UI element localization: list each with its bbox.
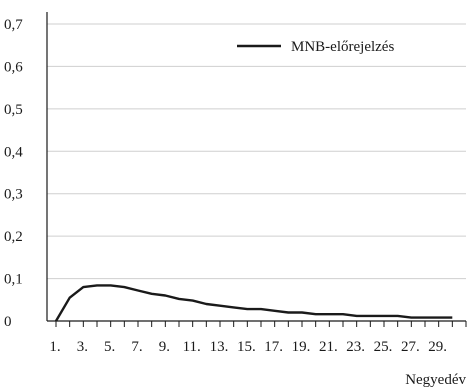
x-tick-label: 23.: [346, 339, 365, 355]
axis-layer: 0 0,1 0,2 0,3 0,4 0,5 0,6 0,7 1. 3. 5. 7. 9. 11. 13. 15…: [4, 12, 467, 355]
x-tick-label: 3.: [77, 339, 88, 355]
legend: MNB-előrejelzés: [237, 39, 394, 55]
x-tick-label: 5.: [104, 339, 115, 355]
y-tick-label: 0,5: [4, 102, 23, 118]
y-tick-label: 0,7: [4, 17, 23, 33]
x-tick-label: 17.: [264, 339, 283, 355]
x-tick-label: 15.: [237, 339, 256, 355]
grid-layer: [47, 23, 466, 280]
y-tick-label: 0,2: [4, 229, 23, 245]
y-tick-label: 0,6: [4, 59, 23, 75]
y-tick-label: 0: [4, 314, 12, 330]
x-tick-label: 21.: [319, 339, 338, 355]
y-tick-label: 0,1: [4, 272, 23, 288]
y-tick-label: 0,4: [4, 144, 23, 160]
x-tick-label: 25.: [374, 339, 393, 355]
x-axis-title: Negyedév: [405, 372, 466, 388]
series-line: [54, 284, 453, 322]
x-tick-label: 11.: [183, 339, 201, 355]
y-tick-label: 0,3: [4, 187, 23, 203]
series-layer: [54, 284, 453, 322]
x-tick-label: 19.: [292, 339, 311, 355]
x-tick-label: 27.: [401, 339, 420, 355]
x-tick-label: 29.: [428, 339, 447, 355]
x-tick-label: 13.: [210, 339, 229, 355]
legend-label: MNB-előrejelzés: [291, 39, 394, 55]
x-tick-label: 7.: [131, 339, 142, 355]
x-tick-label: 9.: [159, 339, 170, 355]
x-tick-label: 1.: [49, 339, 60, 355]
